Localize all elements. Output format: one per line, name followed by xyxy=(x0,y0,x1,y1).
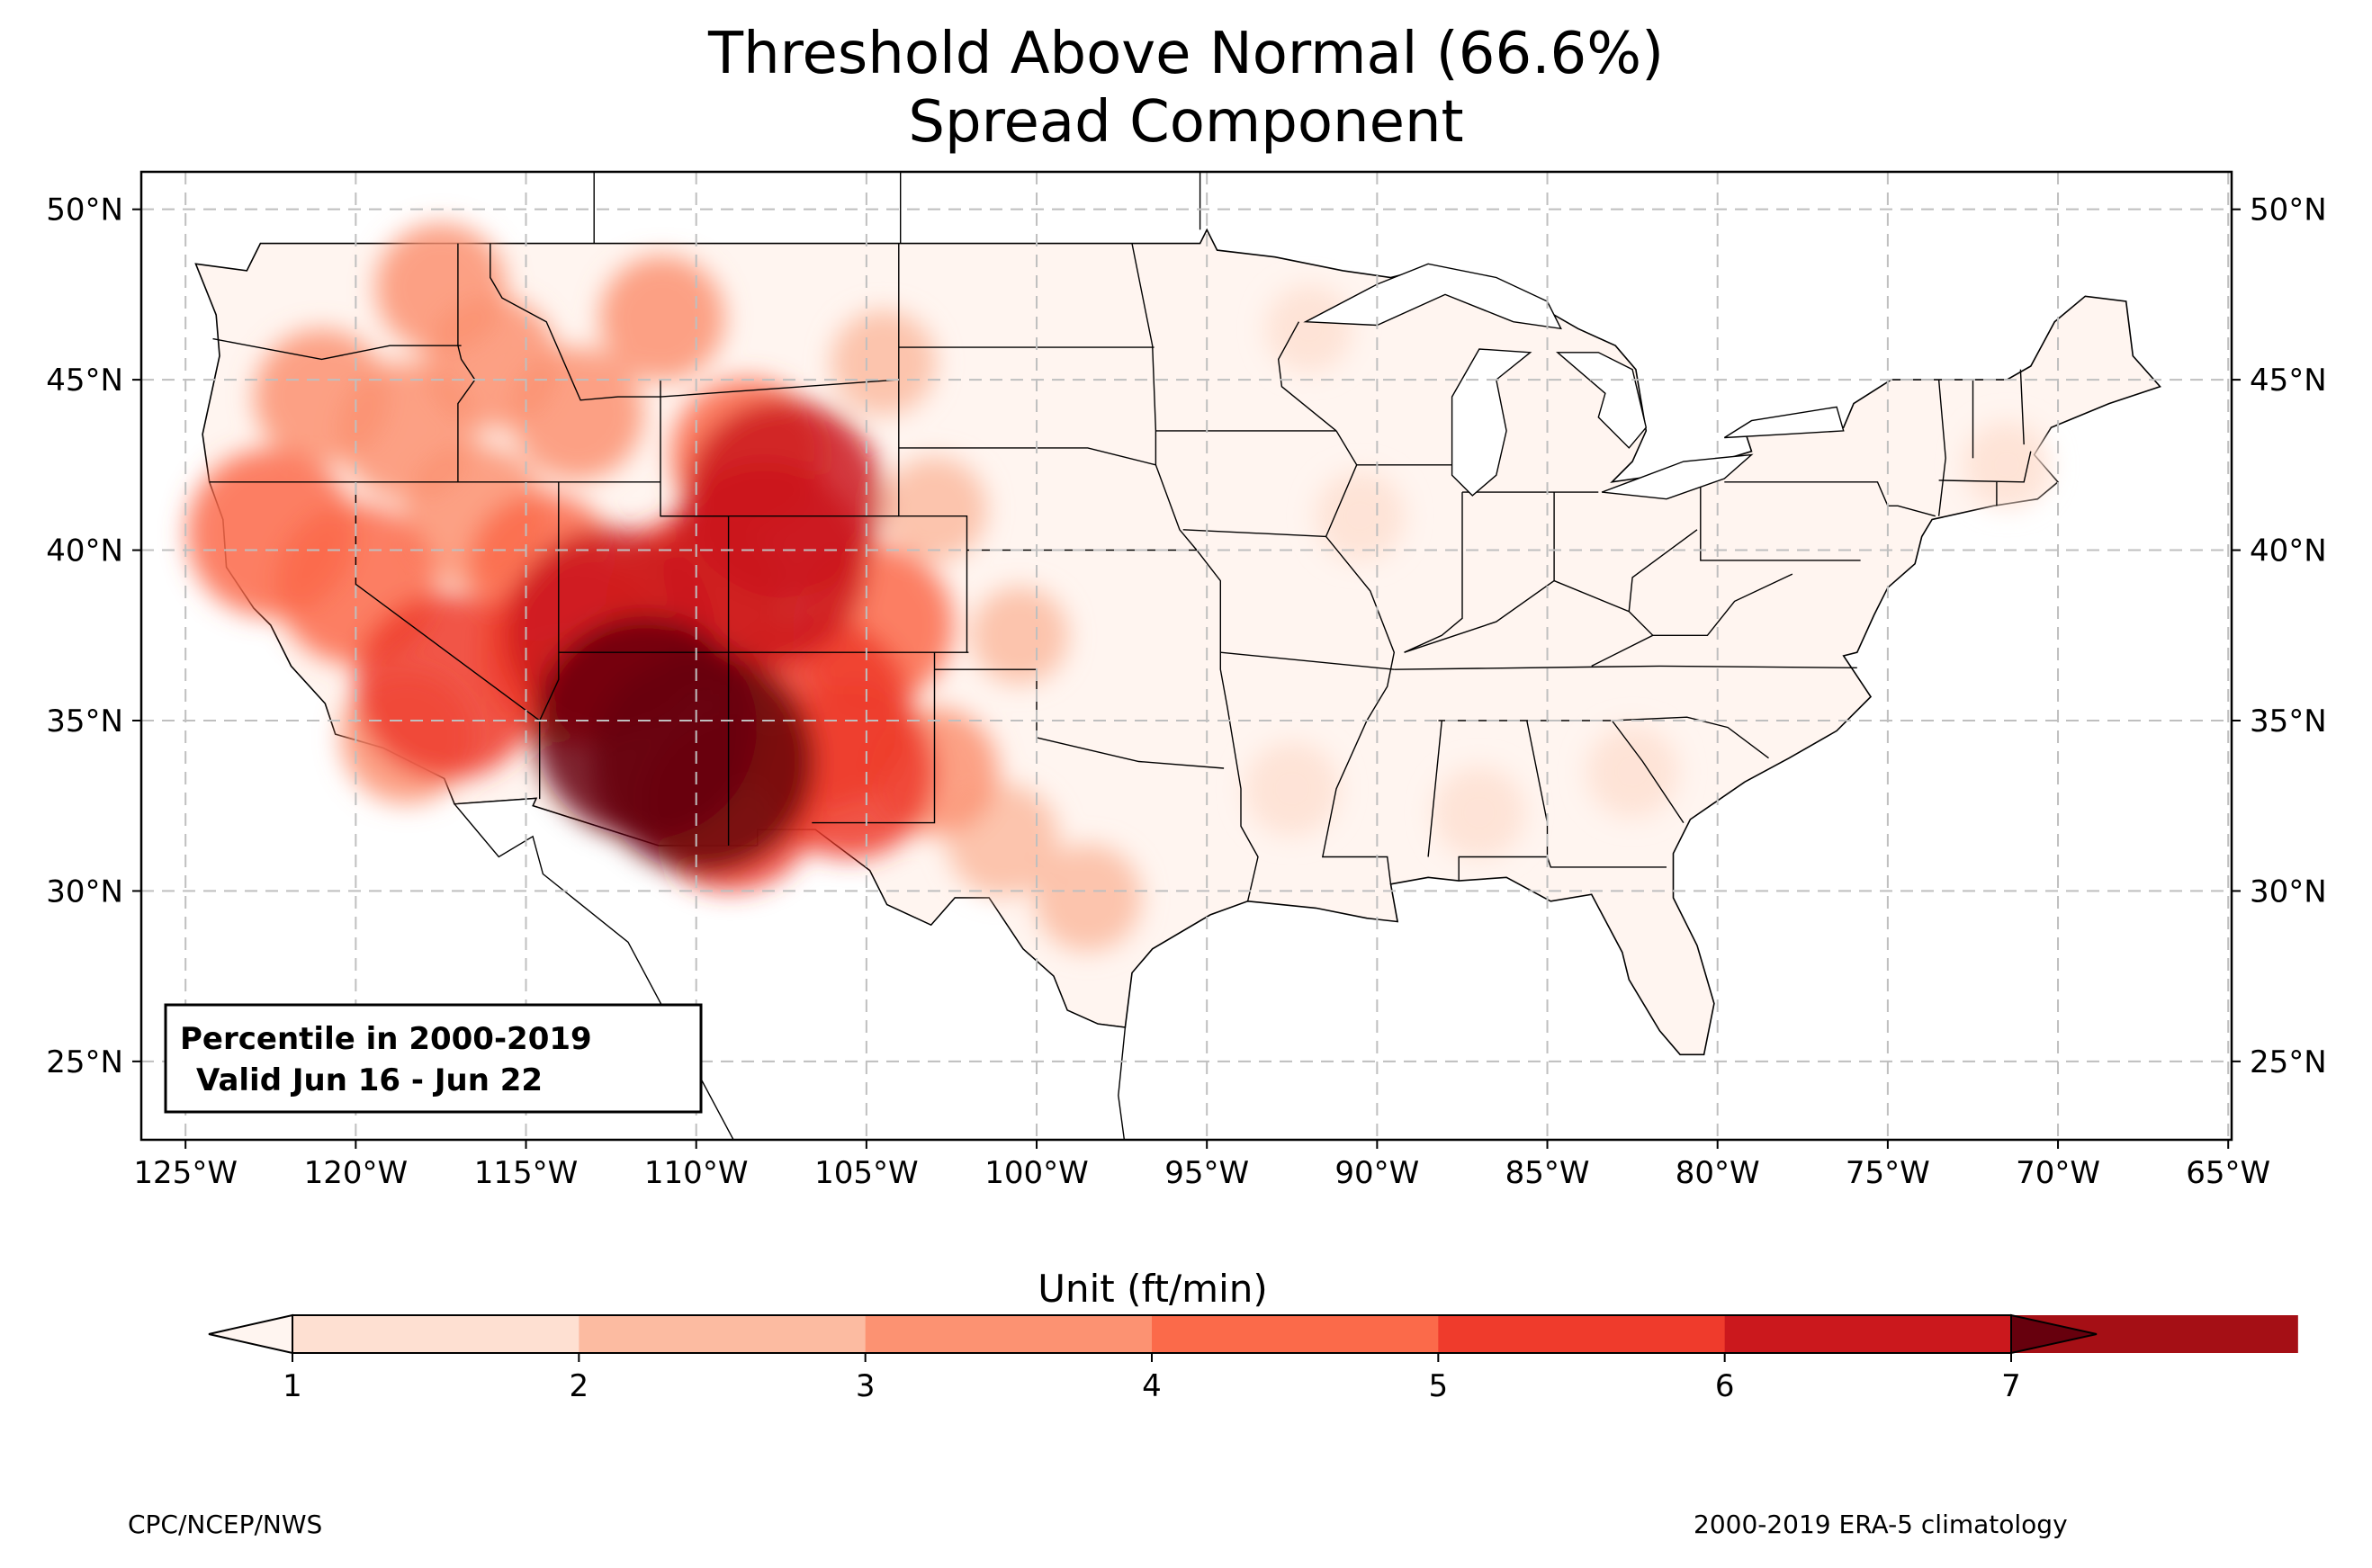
lat-tick-label-right: 40°N xyxy=(2250,533,2327,569)
colorbar-tick-label: 2 xyxy=(570,1368,589,1404)
lon-tick-label: 95°W xyxy=(1164,1155,1249,1191)
info-box-line-1: Percentile in 2000-2019 xyxy=(180,1021,592,1057)
lat-tick-label-left: 50°N xyxy=(46,193,123,228)
canada-outline xyxy=(593,172,1201,244)
state-line xyxy=(212,337,462,361)
state-line xyxy=(1700,471,1861,561)
state-line xyxy=(1652,573,1793,636)
lon-tick-label: 105°W xyxy=(814,1155,919,1191)
spread-cell xyxy=(1963,421,2051,509)
lake xyxy=(1556,352,1648,449)
colorbar-segment xyxy=(1724,1315,2012,1353)
state-line xyxy=(1937,380,1946,516)
colorbar-tick-label: 6 xyxy=(1715,1368,1735,1404)
lon-tick-label: 125°W xyxy=(133,1155,238,1191)
lon-tick-label: 85°W xyxy=(1505,1155,1590,1191)
graticule xyxy=(141,172,2232,1140)
state-line xyxy=(1628,529,1698,612)
lat-tick-label-left: 40°N xyxy=(46,533,123,569)
map-frame xyxy=(139,170,2233,1142)
longitude-axis: 125°W 120°W 115°W 110°W 105°W 100°W 95°W 90°W 85… xyxy=(133,1140,2270,1191)
colorbar-tick-label: 4 xyxy=(1142,1368,1162,1404)
spread-cell xyxy=(1244,741,1340,837)
state-line xyxy=(898,447,1156,466)
colorbar-ticks: 1 2 3 4 5 6 7 xyxy=(283,1353,2021,1404)
state-line xyxy=(1220,651,1395,670)
state-line xyxy=(1546,856,1667,868)
state-line xyxy=(1404,492,1463,653)
colorbar-segments xyxy=(208,1313,2298,1355)
spread-cell xyxy=(186,449,355,617)
lon-tick-label: 70°W xyxy=(2016,1155,2100,1191)
state-line xyxy=(1404,579,1654,668)
state-line xyxy=(1938,451,2032,483)
state-line xyxy=(539,481,560,721)
colorbar-tick-label: 3 xyxy=(856,1368,876,1404)
state-boundaries xyxy=(209,243,2032,901)
lat-tick-label-right: 50°N xyxy=(2250,193,2327,228)
colorbar-segment xyxy=(865,1315,1153,1353)
map-title: Threshold Above Normal (66.6%) Spread Co… xyxy=(0,20,2372,157)
state-line xyxy=(1277,321,1337,432)
lat-tick-label-right: 25°N xyxy=(2250,1044,2327,1080)
spread-cell xyxy=(1265,284,1353,372)
state-line xyxy=(1427,720,1442,857)
lat-tick-label-left: 45°N xyxy=(46,363,123,399)
colorbar-segment xyxy=(1152,1315,1439,1353)
info-box-line-2: Valid Jun 16 - Jun 22 xyxy=(196,1062,543,1098)
lon-tick-label: 115°W xyxy=(474,1155,579,1191)
lake xyxy=(1723,406,1845,439)
lat-tick-label-left: 35°N xyxy=(46,703,123,739)
credit-left: CPC/NCEP/NWS xyxy=(128,1510,323,1539)
state-line xyxy=(490,243,899,401)
spread-cell xyxy=(1315,470,1406,561)
colorbar-label: Unit (ft/min) xyxy=(1038,1267,1268,1311)
state-line xyxy=(1321,430,1396,884)
spread-cell xyxy=(882,456,987,562)
lat-tick-label-right: 35°N xyxy=(2250,703,2327,739)
colorbar-tick-label: 1 xyxy=(283,1368,302,1404)
credit-right: 2000-2019 ERA-5 climatology xyxy=(1694,1510,2068,1539)
great-lakes xyxy=(1303,263,1845,500)
state-line xyxy=(457,243,476,482)
title-line-2: Spread Component xyxy=(908,89,1464,156)
lat-tick-label-left: 30°N xyxy=(46,874,123,909)
lon-tick-label: 65°W xyxy=(2186,1155,2270,1191)
lon-tick-label: 80°W xyxy=(1676,1155,1760,1191)
colorbar-segment xyxy=(579,1315,867,1353)
spread-component-field xyxy=(186,222,2051,952)
latitude-axis: 25°N 25°N 30°N 30°N 35°N 35°N 40°N 40°N 45°N 45°N… xyxy=(46,193,2326,1080)
spread-cell xyxy=(510,347,643,480)
lon-tick-label: 100°W xyxy=(984,1155,1089,1191)
lat-tick-label-left: 25°N xyxy=(46,1044,123,1080)
lon-tick-label: 75°W xyxy=(1846,1155,1930,1191)
info-box: Percentile in 2000-2019 Valid Jun 16 - J… xyxy=(164,1003,703,1114)
spread-cell xyxy=(971,587,1069,685)
spread-cell xyxy=(1586,725,1679,818)
lat-tick-label-right: 30°N xyxy=(2250,874,2327,909)
colorbar-tick-label: 5 xyxy=(1429,1368,1449,1404)
colorbar-segment xyxy=(1438,1315,1726,1353)
spread-cell xyxy=(1433,766,1526,859)
lake xyxy=(1601,453,1754,500)
state-line xyxy=(1394,665,1857,670)
title-line-1: Threshold Above Normal (66.6%) xyxy=(707,21,1665,87)
colorbar-tick-label: 7 xyxy=(2001,1368,2021,1404)
spread-cell xyxy=(831,310,936,416)
lon-tick-label: 110°W xyxy=(644,1155,749,1191)
lat-tick-label-right: 45°N xyxy=(2250,363,2327,399)
spread-cell xyxy=(591,650,815,874)
state-line xyxy=(812,652,936,824)
lake xyxy=(1303,263,1562,330)
spread-cell xyxy=(599,255,725,381)
state-line xyxy=(2019,369,2025,445)
lon-tick-label: 90°W xyxy=(1334,1155,1419,1191)
colorbar-segment xyxy=(292,1315,580,1353)
spread-cell xyxy=(1034,844,1142,952)
lon-tick-label: 120°W xyxy=(304,1155,409,1191)
colorbar-under-arrow xyxy=(208,1313,293,1355)
state-line xyxy=(1611,720,1685,823)
